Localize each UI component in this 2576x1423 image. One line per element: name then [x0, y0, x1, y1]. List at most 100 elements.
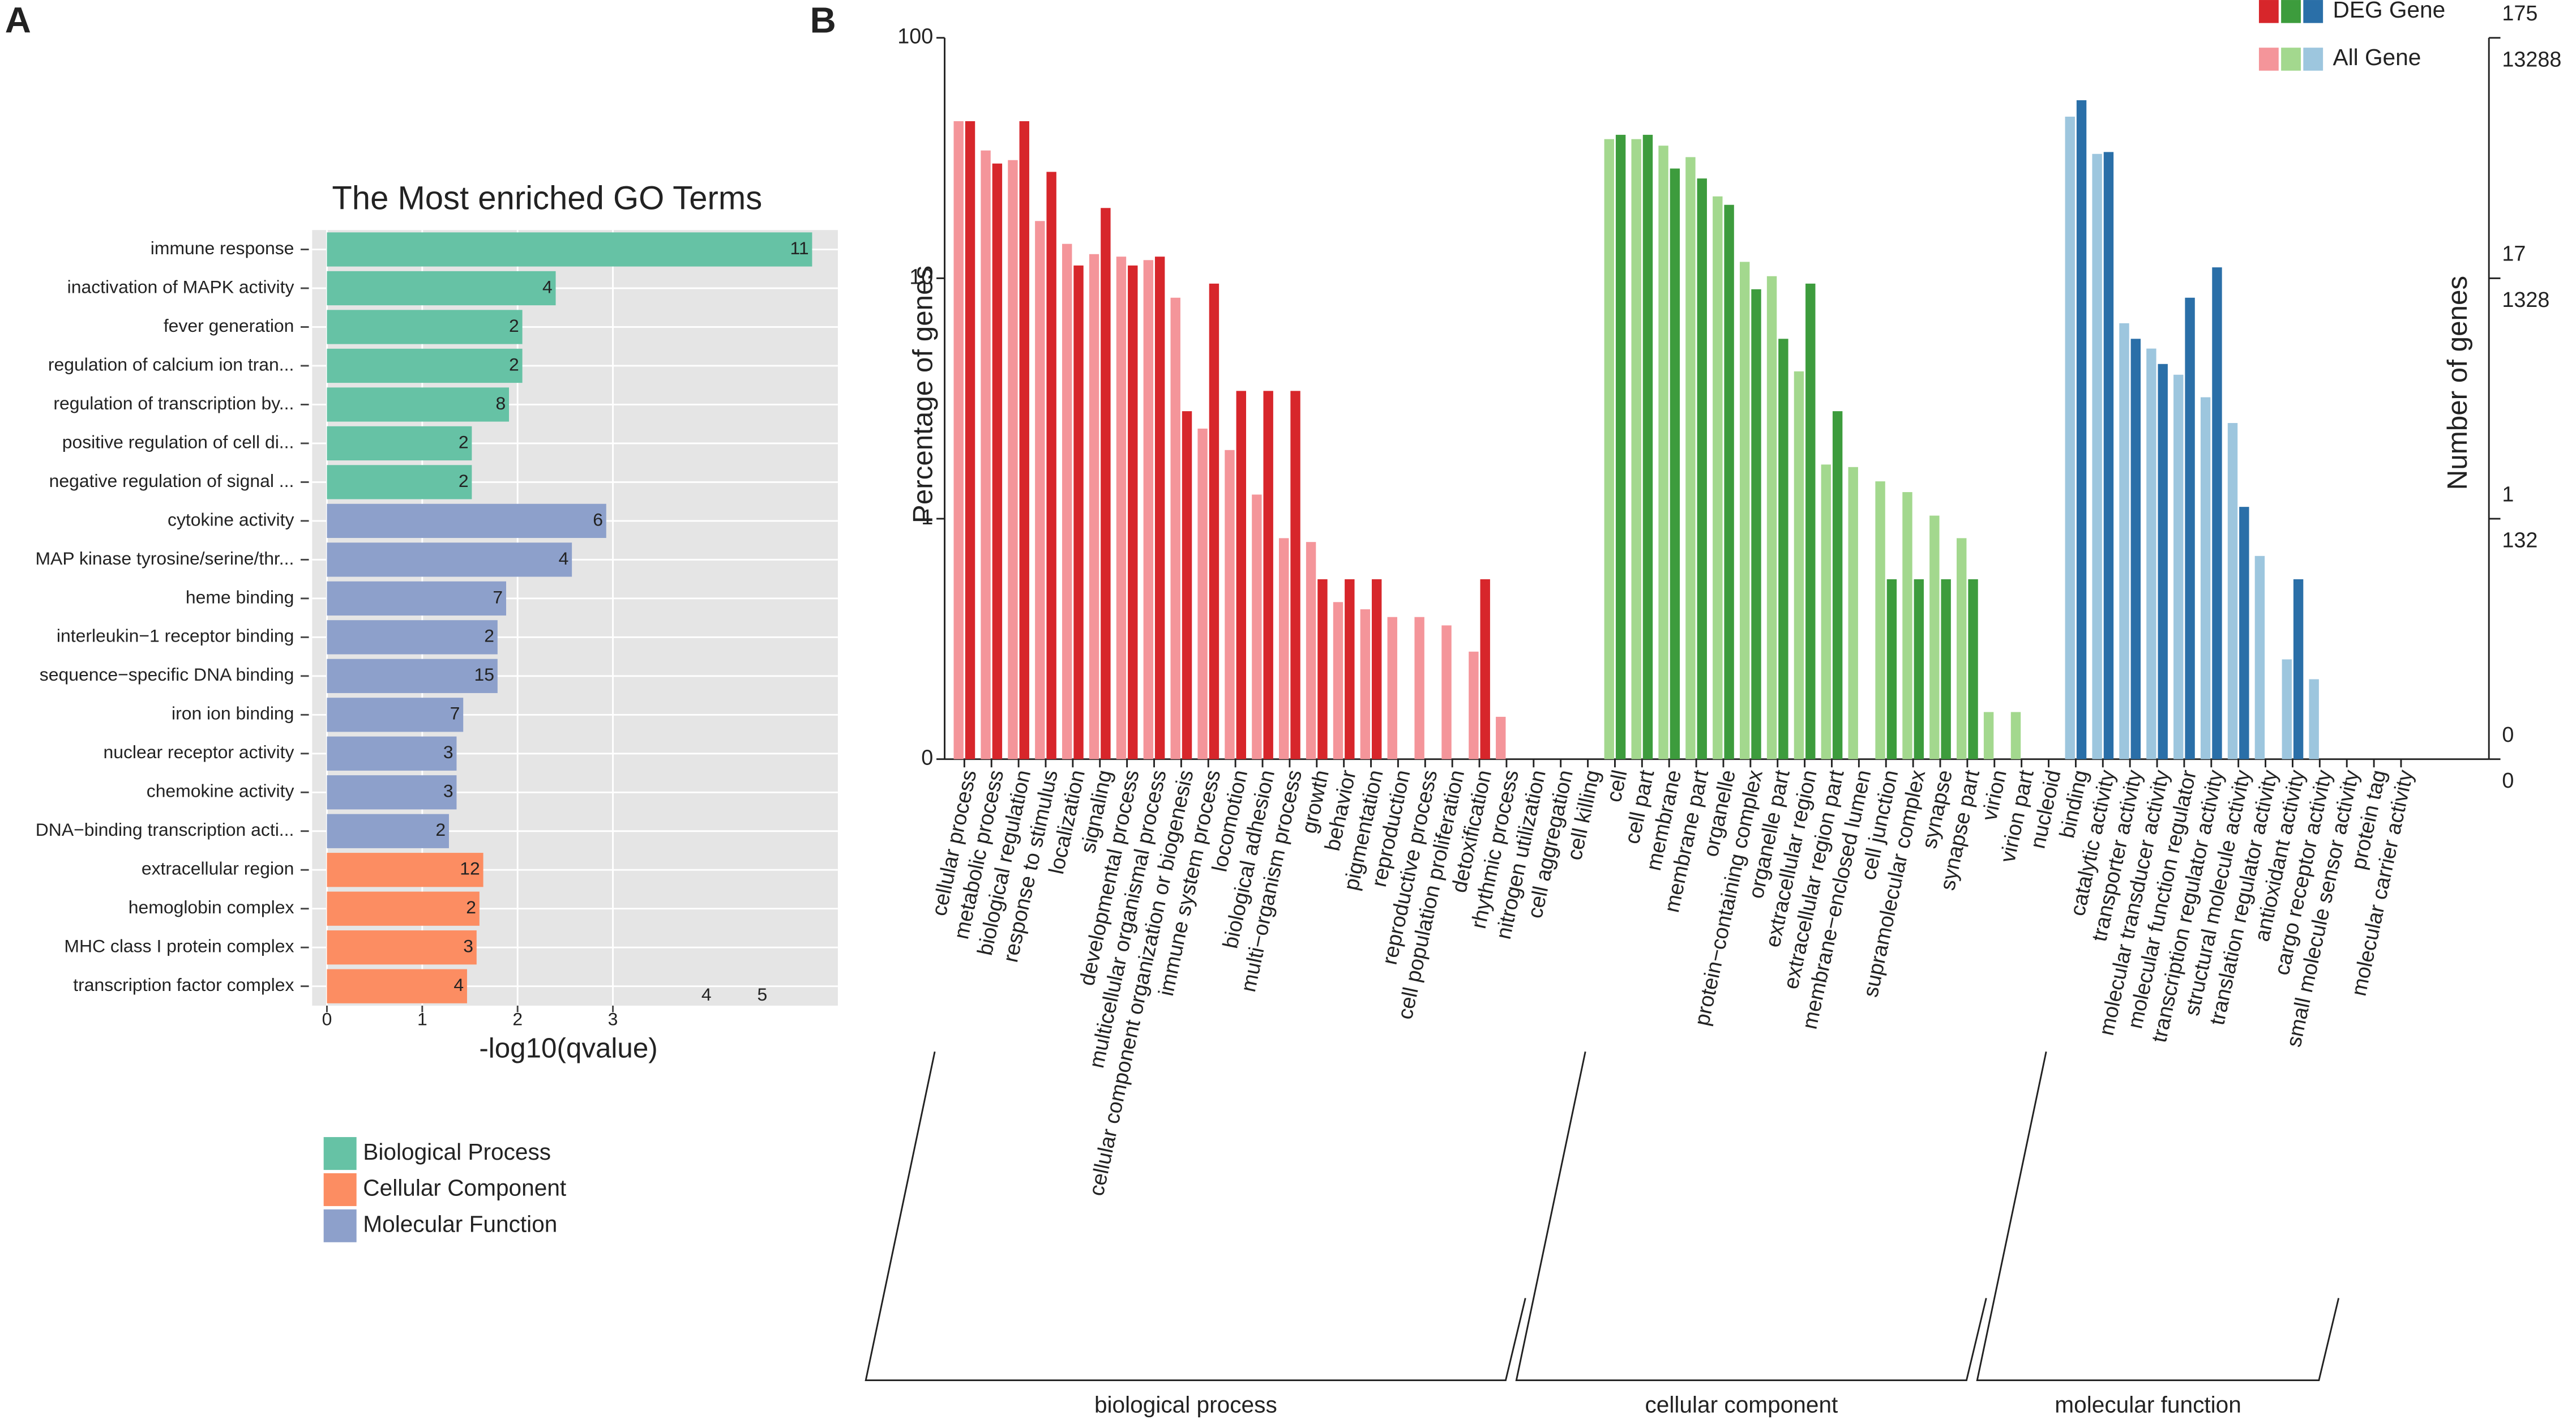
y-tick-label: cytokine activity [168, 509, 294, 529]
legend-swatch [2281, 0, 2301, 23]
bar [1252, 494, 1262, 759]
bar [1794, 371, 1804, 759]
y-tick-label: MHC class I protein complex [64, 936, 294, 956]
bar [953, 121, 964, 759]
bar [327, 930, 477, 965]
bar [1263, 391, 1273, 759]
data-label: 4 [542, 276, 553, 297]
y2-tick-label: 175 [2502, 1, 2538, 25]
annotation: 5 [758, 984, 768, 1005]
y-tick-label: heme binding [186, 587, 294, 607]
bar [1008, 160, 1018, 759]
legend-label: Biological Process [363, 1139, 551, 1165]
bar [1345, 579, 1355, 759]
chart-title: The Most enriched GO Terms [332, 180, 762, 216]
y2-tick-label: 0 [2502, 768, 2514, 792]
bar [2076, 100, 2087, 759]
legend-label: DEG Gene [2333, 0, 2446, 23]
bar [1333, 602, 1343, 759]
y-axis-label: Percentage of genes [908, 266, 939, 523]
bar [1360, 609, 1371, 759]
y2-axis-label: Number of genes [2442, 276, 2473, 490]
legend-swatch [2303, 48, 2323, 71]
bar [981, 150, 991, 759]
bar [1631, 139, 1641, 759]
data-label: 6 [593, 509, 603, 529]
data-label: 2 [466, 897, 476, 917]
data-label: 11 [790, 238, 809, 258]
bar [1290, 391, 1300, 759]
bar [2010, 712, 2021, 759]
bar [1480, 579, 1490, 759]
bar [1766, 276, 1777, 759]
bar [1697, 178, 1707, 759]
data-label: 3 [443, 742, 453, 762]
bar [1496, 716, 1506, 759]
y2-tick-label: 17 [2502, 242, 2526, 266]
bar [1209, 283, 1219, 759]
bar [1073, 265, 1084, 759]
y-tick-label: interleukin−1 receptor binding [57, 626, 294, 646]
y2-tick-label: 13288 [2502, 47, 2561, 71]
bar [1306, 542, 1316, 759]
x-tick-label: 3 [608, 1009, 618, 1029]
data-label: 4 [559, 548, 569, 569]
legend-swatch [323, 1173, 357, 1206]
y-tick-label: hemoglobin complex [129, 897, 294, 917]
bar [1089, 254, 1099, 759]
legend-label: All Gene [2333, 44, 2421, 70]
bar [327, 775, 457, 810]
legend-label: Cellular Component [363, 1175, 566, 1201]
y2-tick-label: 0 [2502, 723, 2514, 746]
panel-label: A [5, 0, 31, 41]
bar [1046, 172, 1056, 759]
y-tick-label: sequence−specific DNA binding [40, 664, 294, 685]
legend-swatch [2258, 0, 2279, 23]
bar [1751, 289, 1761, 759]
y-tick-label: MAP kinase tyrosine/serine/thr... [35, 548, 294, 569]
bar [1875, 481, 1885, 759]
x-axis-label: -log10(qvalue) [479, 1032, 657, 1063]
y-tick-label: transcription factor complex [73, 975, 294, 995]
bar [2212, 267, 2222, 759]
data-label: 2 [459, 471, 469, 491]
bracket [1976, 1051, 2340, 1381]
bar [2227, 423, 2238, 759]
bar [2293, 579, 2304, 759]
y-tick-label: 100 [897, 24, 933, 48]
bar [1414, 617, 1424, 759]
bar [2239, 507, 2249, 759]
bar [327, 814, 449, 848]
bar [1197, 428, 1208, 759]
bar [1902, 492, 1912, 759]
y2-tick-label: 1 [2502, 482, 2514, 506]
x-tick-label: 0 [322, 1009, 332, 1029]
bar [2103, 152, 2114, 759]
y2-tick-label: 1328 [2502, 288, 2549, 311]
bar [327, 698, 464, 732]
y-tick-label: regulation of transcription by... [53, 393, 294, 413]
bar [1615, 135, 1626, 759]
legend-swatch [323, 1209, 357, 1242]
group-label: biological process [1094, 1392, 1277, 1418]
bar [327, 969, 467, 1003]
bar [1805, 283, 1816, 759]
bar [2092, 153, 2102, 759]
data-label: 15 [474, 664, 495, 685]
bar [1642, 135, 1653, 759]
bar [1929, 515, 1940, 759]
legend-swatch [2258, 48, 2279, 71]
y-tick-label: nuclear receptor activity [103, 742, 294, 762]
legend-swatch [323, 1137, 357, 1170]
bar [1713, 196, 1723, 759]
bar [1914, 579, 1924, 759]
bar [1778, 339, 1788, 759]
x-tick-label: 2 [512, 1009, 523, 1029]
bar [327, 659, 498, 693]
bar [1035, 221, 1045, 759]
bar [2200, 397, 2211, 759]
bar [2146, 348, 2156, 759]
bar [1101, 208, 1111, 759]
bar [1821, 464, 1832, 759]
